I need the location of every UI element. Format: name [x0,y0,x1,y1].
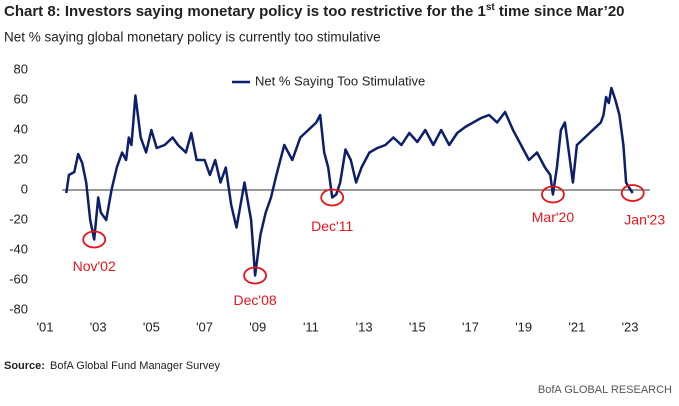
series-line [65,86,634,277]
y-tick-label: 80 [14,61,28,76]
x-tick-label: '13 [356,319,373,334]
x-tick-label: '15 [409,319,426,334]
x-tick-label: '09 [249,319,266,334]
annotation-circle [541,185,565,204]
source-label: Source: [4,360,45,372]
x-tick-label: '05 [143,319,160,334]
y-tick-label: 20 [14,151,28,166]
y-tick-label: -20 [9,211,28,226]
x-tick-label: '07 [196,319,213,334]
x-tick-label: '19 [515,319,532,334]
annotation-circle [243,266,267,285]
annotation-label: Dec'11 [311,218,353,234]
x-tick-label: '21 [568,319,585,334]
x-tick-label: '01 [37,319,54,334]
legend-label: Net % Saying Too Stimulative [255,73,425,88]
annotation-label: Mar'20 [532,209,575,225]
footer: BofA GLOBAL RESEARCH [538,384,672,396]
annotation-circle [320,188,345,207]
x-tick-label: '11 [303,319,319,334]
title-end: time since Mar’20 [495,3,625,20]
annotation-label: Dec'08 [234,292,277,308]
annotation-label: Nov'02 [73,258,116,274]
x-tick-label: '23 [622,319,639,334]
annotation-circle [620,184,645,202]
y-tick-label: 60 [14,91,28,106]
title-main: Chart 8: Investors saying monetary polic… [4,3,486,20]
annotation-label: Jan'23 [624,212,665,228]
y-tick-label: -60 [9,271,28,286]
y-tick-label: -40 [9,241,28,256]
y-tick-label: 40 [14,121,28,136]
x-tick-label: '17 [462,319,479,334]
annotation-circle [82,230,107,249]
y-tick-label: 0 [21,181,28,196]
title-sup: st [486,2,496,13]
subtitle: Net % saying global monetary policy is c… [4,30,381,45]
chart-title: Chart 8: Investors saying monetary polic… [4,2,625,20]
source: BofA Global Fund Manager Survey [50,360,220,372]
x-tick-label: '03 [90,319,107,334]
y-tick-label: -80 [9,301,28,316]
